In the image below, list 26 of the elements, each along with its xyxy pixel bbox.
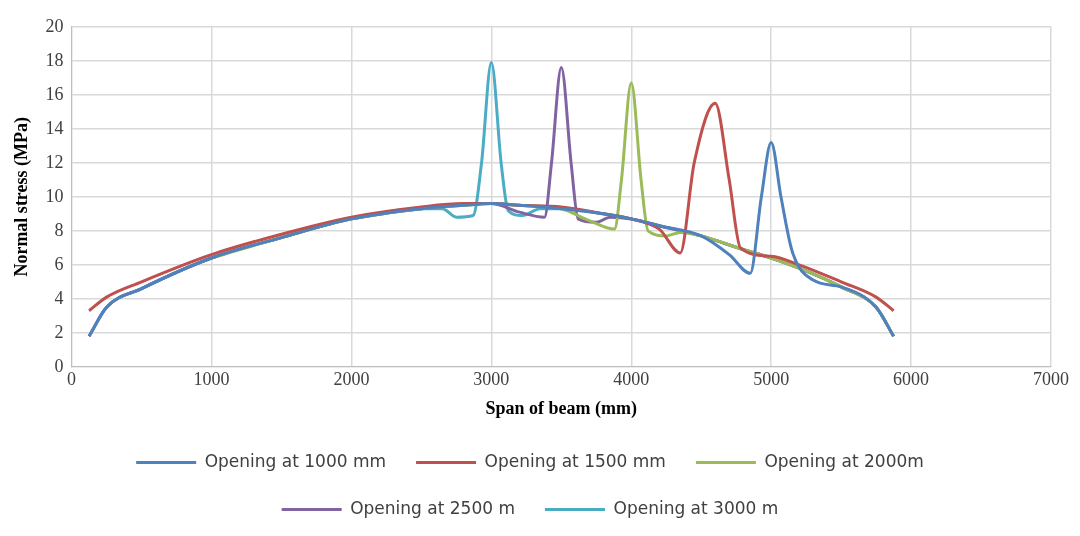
y-tick-label: 16 [45,83,64,104]
x-tick-label: 7000 [1033,369,1069,390]
legend-label: Opening at 3000 m [613,497,779,518]
y-tick-label: 18 [45,49,64,70]
y-tick-label: 8 [54,219,64,240]
x-axis-title: Span of beam (mm) [485,397,638,419]
y-tick-label: 14 [45,117,64,138]
x-tick-label: 5000 [753,369,790,390]
y-tick-label: 6 [54,253,64,274]
legend-label: Opening at 1500 mm [484,450,666,471]
legend-label: Opening at 2000m [764,450,924,471]
x-tick-label: 3000 [473,369,510,390]
x-tick-label: 4000 [613,369,650,390]
y-tick-label: 4 [54,287,64,308]
y-tick-label: 2 [54,321,64,342]
x-tick-label: 2000 [333,369,370,390]
x-tick-label: 0 [67,369,77,390]
legend-label: Opening at 2500 m [350,497,515,518]
y-tick-label: 0 [54,355,64,376]
x-tick-label: 1000 [193,369,230,390]
y-axis-title: Normal stress (MPa) [11,116,33,277]
y-tick-label: 12 [45,151,64,172]
x-tick-label: 6000 [893,369,930,390]
legend-label: Opening at 1000 mm [204,450,387,471]
y-tick-label: 20 [45,15,64,36]
y-tick-label: 10 [45,185,64,206]
